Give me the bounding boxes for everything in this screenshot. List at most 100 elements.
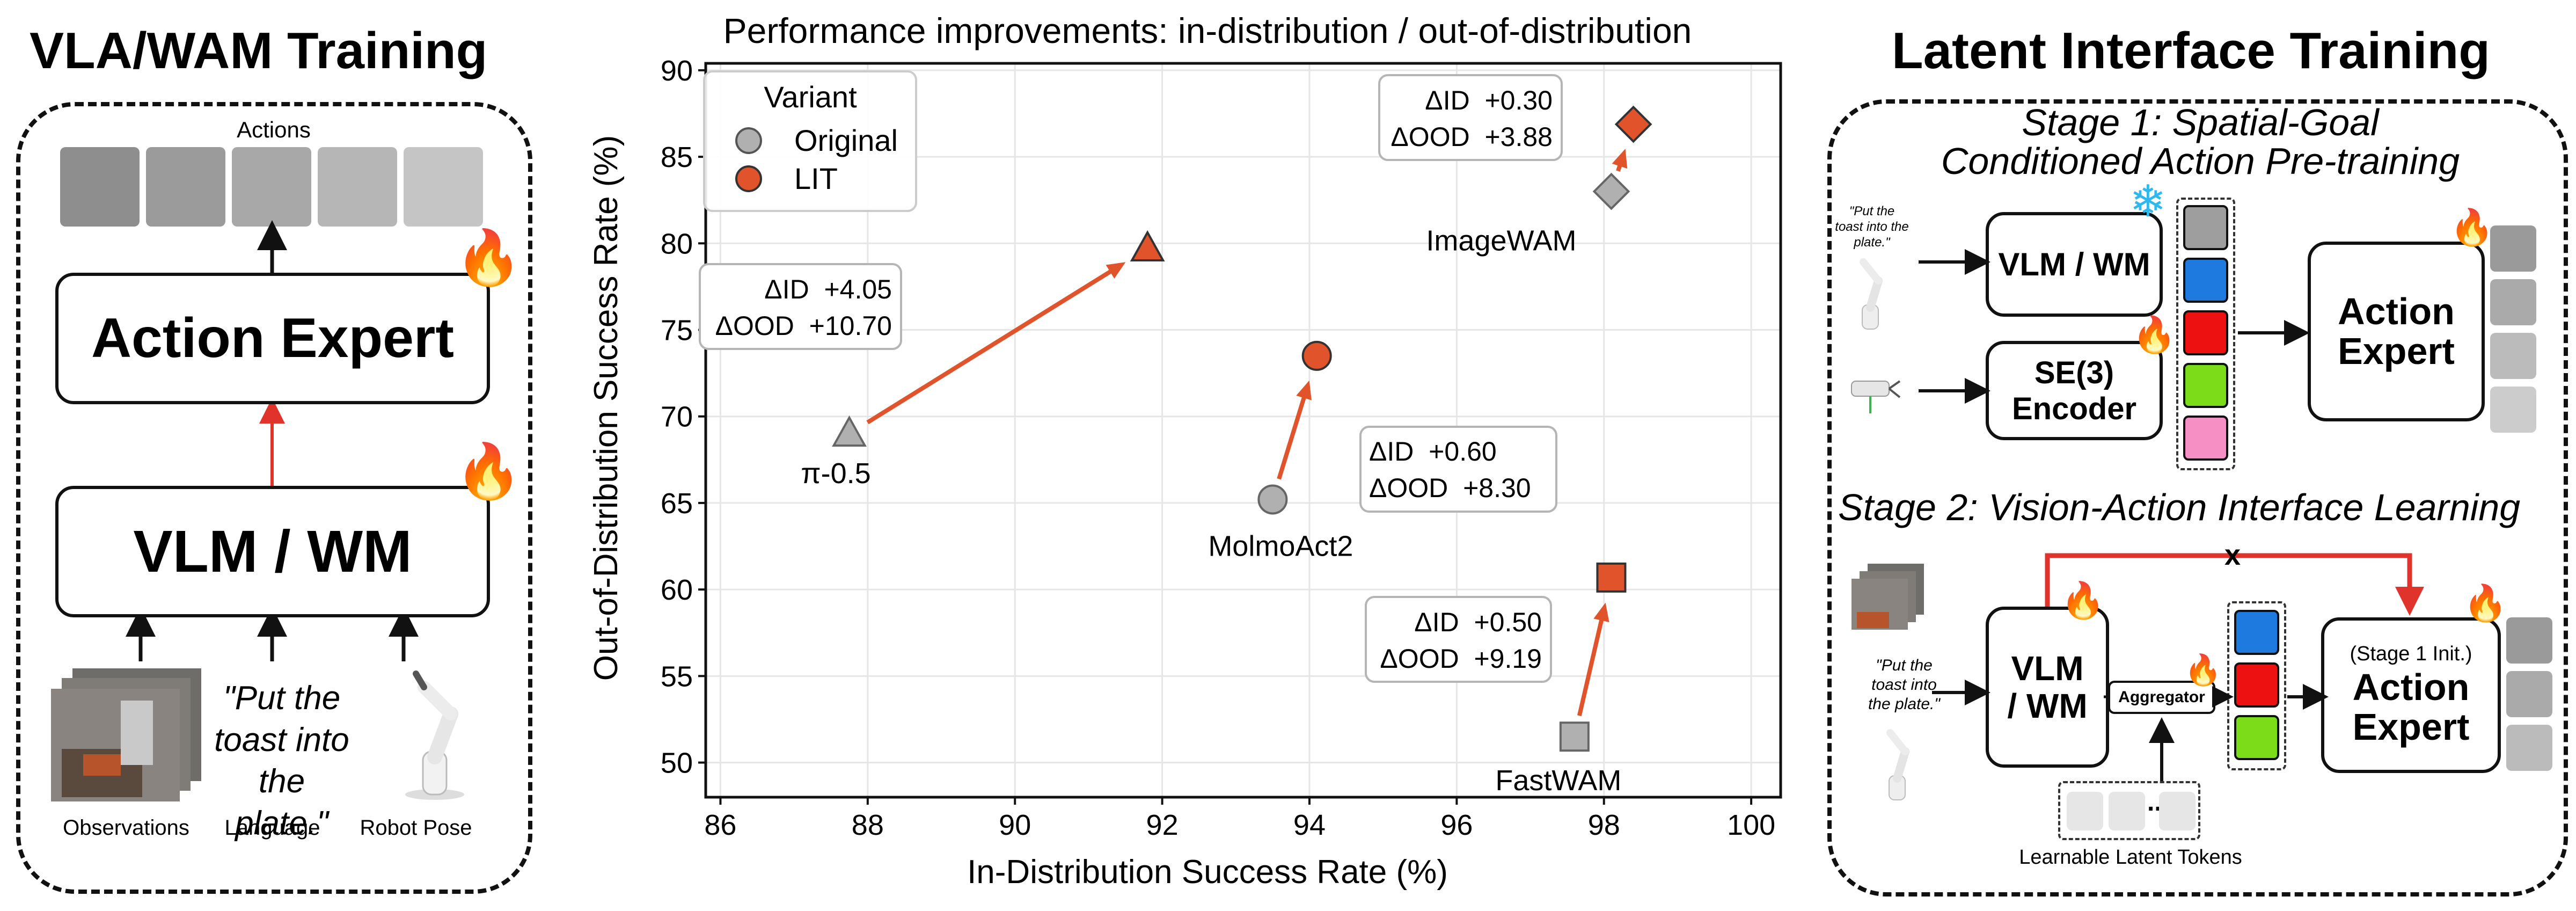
token [2183,205,2228,250]
x-tick-label: 86 [704,809,736,841]
stage1-title-line1: Stage 1: Spatial-Goal [2022,101,2379,143]
legend-marker-original [735,127,762,154]
trainable-fire-icon: 🔥 [2061,580,2105,620]
token [2234,610,2279,655]
original-marker [832,415,867,447]
x-tick-label: 96 [1440,809,1473,841]
output-chunk [2506,671,2552,717]
improvement-arrowhead [1612,149,1628,169]
stage1-instruction: "Put the toast into the plate." [1835,204,1909,250]
y-tick-label: 65 [661,487,693,520]
stage2-vlm-label: VLM / WM [2007,648,2088,725]
x-tick-label: 88 [852,809,884,841]
output-chunk [2506,617,2552,664]
improvement-arrow [1277,391,1308,480]
annotation-delta-ood: ΔOOD +3.88 [1391,122,1553,152]
vlm-box: VLM / WM [55,486,490,617]
skip-mark: x [2224,539,2241,571]
trainable-fire-icon: 🔥 [2132,315,2177,354]
token [2183,363,2228,408]
performance-chart: π-0.5 MolmoAct2 ImageWAM FastWAM 86 88 90 92 94… [588,11,1782,891]
stage1-robot-icon [1860,258,1883,330]
action-chunk [318,147,397,227]
stage1-vlm-label: VLM / WM [1998,246,2150,282]
output-chunk [2490,225,2536,272]
stage1-title-line2: Conditioned Action Pre-training [1941,140,2460,182]
trainable-fire-icon: 🔥 [455,441,522,501]
token [2183,310,2228,355]
improvement-arrowhead [1296,380,1312,400]
y-tick-label: 50 [661,747,693,779]
annotation-box [1365,596,1552,683]
annotation-box [1378,74,1563,161]
y-tick-label: 70 [661,401,693,433]
stage2-instruction: "Put the toast into the plate." [1868,657,1941,713]
robot-pose-icon [405,671,464,800]
init-note: (Stage 1 Init.) [2350,642,2472,665]
stage2-output-stack [2506,617,2555,773]
annotation-delta-ood: ΔOOD +9.19 [1380,644,1542,674]
actions-label: Actions [237,117,311,142]
snowflake-icon: ❄ [2129,177,2167,226]
vlm-label: VLM / WM [133,519,412,585]
y-axis-label: Out-of-Distribution Success Rate (%) [588,135,625,681]
legend-entry-lit: LIT [794,162,838,195]
annotation-imagewam: ΔID +0.30 ΔOOD +3.88 [1378,74,1563,161]
trainable-fire-icon: 🔥 [455,228,522,288]
annotation-delta-id: ΔID +4.05 [764,274,892,304]
stage1-gripper-icon [1851,380,1901,413]
token [2183,258,2228,303]
left-arrows [126,220,419,661]
original-marker [1257,484,1288,515]
action-chunk [60,147,140,227]
x-tick-label: 94 [1293,809,1326,841]
annotation-delta-id: ΔID +0.50 [1414,607,1542,637]
se3-label: SE(3) Encoder [2011,355,2137,426]
latent-tokens-label: Learnable Latent Tokens [2019,846,2242,869]
left-panel-frame [16,102,532,894]
caption-robot-pose: Robot Pose [360,816,472,840]
action-expert-box: Action Expert [55,273,490,404]
output-chunk [2490,333,2536,379]
stage1-token-stack [2176,198,2235,470]
lit-marker [1596,562,1627,593]
annotation-delta-ood: ΔOOD +10.70 [715,311,892,341]
y-tick-label: 90 [661,55,693,87]
legend-entry-original: Original [794,123,898,157]
action-chunks [60,147,489,228]
chart-title: Performance improvements: in-distributio… [723,11,1692,50]
improvement-arrow [866,266,1117,425]
improvement-arrowhead [1106,262,1126,279]
annotation-fastwam: ΔID +0.50 ΔOOD +9.19 [1365,596,1552,683]
original-marker [1559,721,1590,752]
y-tick-label: 75 [661,315,693,347]
annotation-molmoact2: ΔID +0.60 ΔOOD +8.30 [1359,426,1557,513]
observation-image [51,668,201,801]
caption-observations: Observations [63,816,189,840]
stage2-vlm-box: VLM / WM [1986,607,2109,768]
token [2234,662,2279,708]
legend-title: Variant [764,80,857,114]
stage2-observation-image [1851,564,1924,630]
skip-connection-arrow [2045,553,2424,616]
stage2-action-expert-label: Action Expert [2352,666,2470,748]
data-markers [832,105,1652,752]
left-panel-title: VLA/WAM Training [30,22,488,79]
lit-marker [1301,340,1332,371]
improvement-arrows [866,149,1628,717]
y-tick-label: 80 [661,228,693,260]
annotation-box [699,263,902,350]
model-name-label: ImageWAM [1426,225,1576,257]
original-marker [1592,172,1630,210]
y-tick-label: 85 [661,141,693,173]
x-tick-label: 92 [1146,809,1179,841]
language-instruction: "Put the toast into the plate." [214,680,349,842]
model-labels: π-0.5 MolmoAct2 ImageWAM FastWAM [801,225,1621,797]
axis-ticks: 86 88 90 92 94 96 98 100 50 55 60 65 70 75 80 85 90 [661,55,1775,841]
annotation-pi05: ΔID +4.05 ΔOOD +10.70 [699,263,902,350]
trainable-fire-icon: 🔥 [2450,207,2494,247]
right-panel-arrows: x [1919,249,2424,781]
lit-marker [1614,105,1652,143]
output-chunk [2490,279,2536,325]
action-chunk [146,147,225,227]
